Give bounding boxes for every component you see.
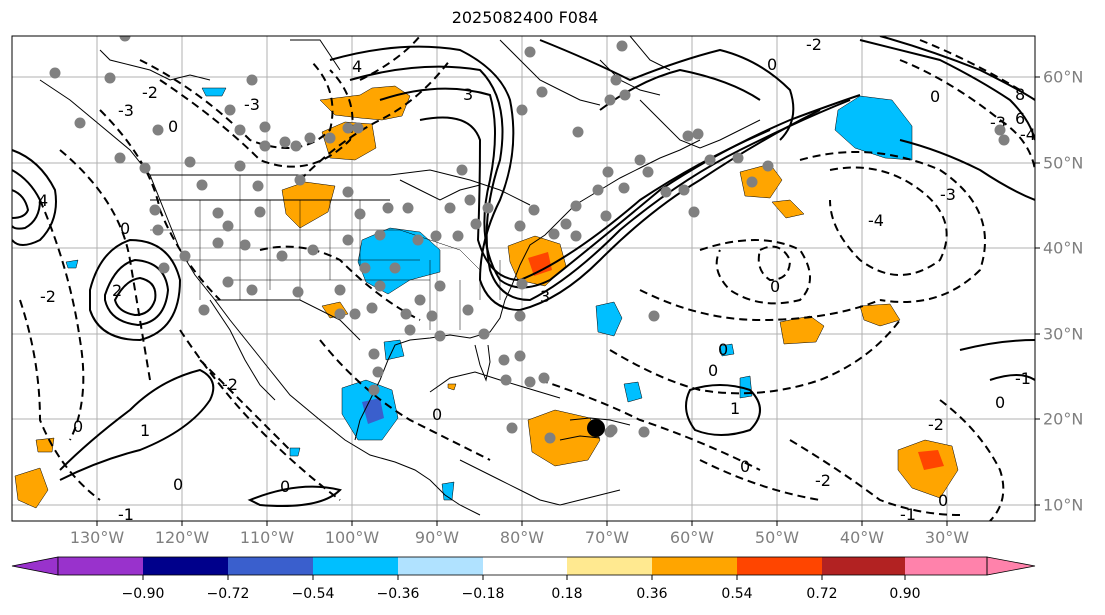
contour-label: 4: [38, 191, 48, 210]
point-markers: [49, 36, 1010, 444]
negative-contours: [19, 36, 1035, 521]
contour-label: -4: [1020, 125, 1036, 144]
negative-anomaly-shading: [65, 87, 913, 501]
contour-label: 0: [120, 219, 130, 238]
colorbar-segment: [398, 557, 483, 575]
colorbar-tick-label: −0.90: [121, 586, 165, 602]
chart-title: 2025082400 F084: [451, 8, 599, 27]
positive-anomaly-shading: [14, 85, 959, 509]
contour-label: -2: [222, 375, 238, 394]
positive-contours: [12, 36, 1035, 507]
longitude-label: 130°W: [69, 528, 125, 547]
latitude-label: 10°N: [1043, 495, 1084, 515]
colorbar-segment: [905, 557, 987, 575]
contour-label: -1: [118, 505, 134, 524]
contour-label: -3: [244, 95, 260, 114]
longitude-label: 30°W: [924, 528, 970, 547]
colorbar-segment: [58, 557, 143, 575]
colorbar-segment: [228, 557, 313, 575]
contour-label: 0: [767, 55, 777, 74]
colorbar-segment: [652, 557, 737, 575]
colorbar-segment: [986, 556, 1036, 576]
longitude-label: 100°W: [324, 528, 380, 547]
latitude-label: 60°N: [1043, 67, 1084, 87]
contour-label: -2: [928, 415, 944, 434]
contour-label: -2: [142, 83, 158, 102]
colorbar-segment: [313, 557, 398, 575]
contour-label: 6: [1015, 109, 1025, 128]
colorbar-tick-label: −0.18: [461, 586, 505, 602]
contour-label: -2: [806, 35, 822, 54]
contour-label: 0: [432, 405, 442, 424]
longitude-label: 50°W: [754, 528, 800, 547]
contour-label: 0: [73, 417, 83, 436]
contour-label: 2: [112, 281, 122, 300]
colorbar-segment: [567, 557, 652, 575]
contour-label: 3: [463, 85, 473, 104]
contour-label: 8: [1015, 85, 1025, 104]
contour-label: -3: [940, 185, 956, 204]
contour-label: 0: [708, 361, 718, 380]
colorbar-tick-label: −0.54: [291, 586, 335, 602]
contour-label: -1: [1015, 369, 1031, 388]
contour-label: 4: [352, 57, 362, 76]
longitude-label: 60°W: [669, 528, 715, 547]
contour-label: 3: [540, 287, 550, 306]
contour-label: 0: [938, 491, 948, 510]
latitude-label: 40°N: [1043, 238, 1084, 258]
colorbar-segment: [143, 557, 228, 575]
contour-label: 0: [930, 87, 940, 106]
contour-label: 0: [280, 477, 290, 496]
contour-label: 0: [173, 475, 183, 494]
colorbar: [11, 556, 1036, 580]
contour-label: -2: [40, 287, 56, 306]
contour-label: -1: [900, 505, 916, 524]
longitude-label: 70°W: [584, 528, 630, 547]
colorbar-tick-label: 0.18: [551, 586, 583, 602]
map-border: [11, 35, 1036, 522]
contour-label: -3: [118, 101, 134, 120]
contour-label: 0: [770, 277, 780, 296]
longitude-label: 40°W: [839, 528, 885, 547]
longitude-label: 90°W: [414, 528, 460, 547]
colorbar-segment: [483, 557, 567, 575]
longitude-label: 80°W: [499, 528, 545, 547]
longitude-ticks: [96, 521, 948, 526]
contour-label: 0: [718, 340, 728, 359]
colorbar-segment: [11, 556, 59, 576]
contour-label: 0: [740, 457, 750, 476]
contour-labels: 4 3 -3 -2 0 0 2 -2 0 1 0 -1 0 -2 0 -2 0 …: [38, 35, 1036, 524]
colorbar-tick-label: 0.90: [889, 586, 921, 602]
contour-label: 1: [730, 399, 740, 418]
contour-label: 0: [168, 117, 178, 136]
colorbar-tick-label: −0.72: [206, 586, 250, 602]
contour-label: -4: [868, 211, 884, 230]
longitude-label: 110°W: [239, 528, 295, 547]
storm-center-marker: [587, 419, 605, 437]
longitude-label: 120°W: [154, 528, 210, 547]
latitude-label: 30°N: [1043, 324, 1084, 344]
latitude-ticks: [1035, 76, 1040, 506]
contour-label: -2: [815, 471, 831, 490]
latitude-label: 20°N: [1043, 409, 1084, 429]
colorbar-tick-label: 0.36: [636, 586, 668, 602]
latitude-label: 50°N: [1043, 153, 1084, 173]
colorbar-segment: [737, 557, 822, 575]
contour-label: 1: [140, 421, 150, 440]
colorbar-tick-label: 0.54: [721, 586, 753, 602]
colorbar-segment: [822, 557, 905, 575]
colorbar-tick-label: 0.72: [806, 586, 838, 602]
contour-label: 0: [995, 393, 1005, 412]
colorbar-tick-label: −0.36: [376, 586, 420, 602]
